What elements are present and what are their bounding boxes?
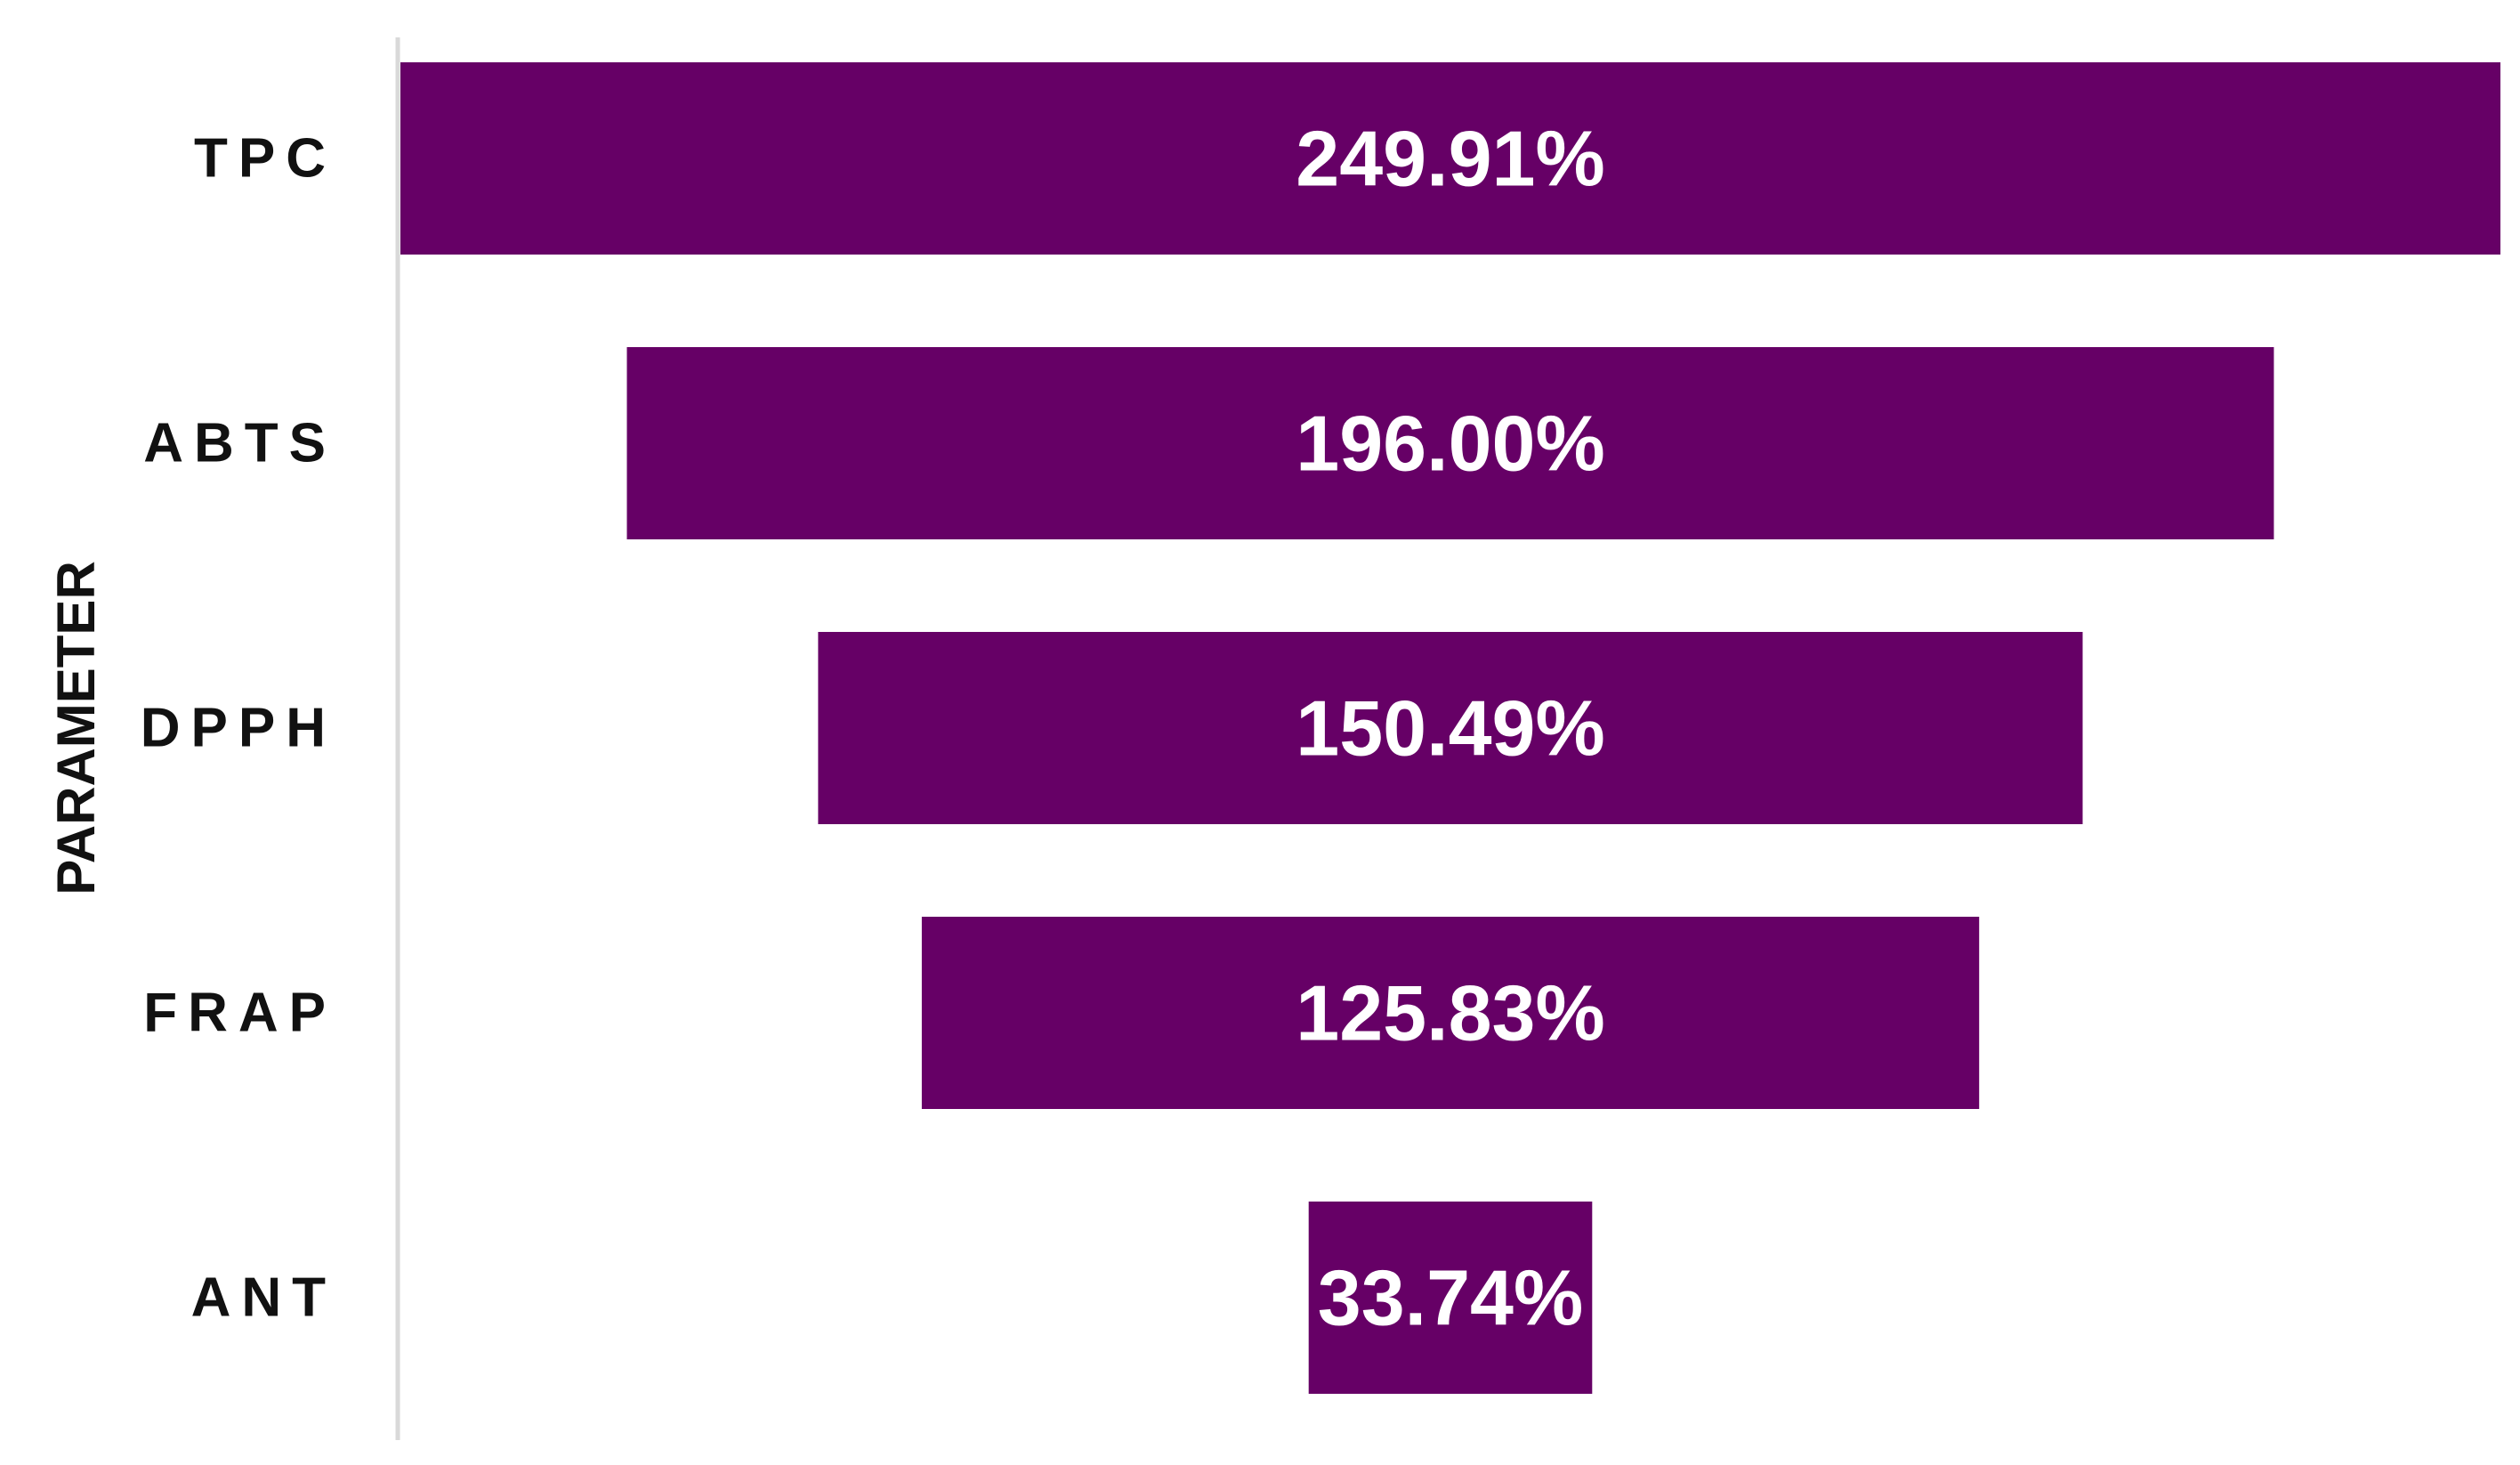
category-label-dpph: DPPH [141,698,336,759]
data-label-frap: 125.83% [1296,969,1604,1057]
bars-layer: 249.91% TPC 196.00% ABTS 150.49% DPPH 125.83% F… [141,62,2500,1394]
bar-abts [626,347,2274,539]
data-label-ant: 33.74% [1318,1254,1583,1342]
bar-frap [921,917,1980,1109]
y-axis-title: PARAMETER [46,561,106,895]
bar-ant [1308,1202,1593,1394]
category-label-frap: FRAP [143,983,336,1044]
data-label-tpc: 249.91% [1296,115,1604,203]
bar-dpph [818,632,2083,824]
category-label-abts: ABTS [143,413,336,474]
category-label-ant: ANT [191,1267,336,1329]
data-label-dpph: 150.49% [1296,684,1604,773]
bar-tpc [400,62,2500,255]
data-label-abts: 196.00% [1296,400,1604,488]
category-label-tpc: TPC [194,128,336,190]
